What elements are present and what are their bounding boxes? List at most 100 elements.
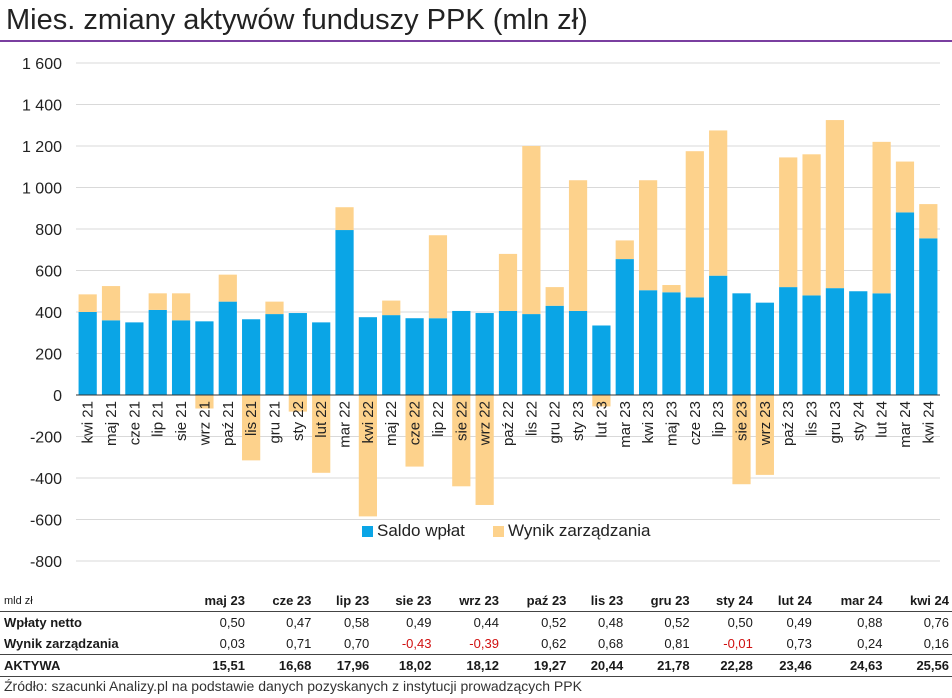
bar-wynik-zarzadzania <box>592 395 611 407</box>
bar-wynik-zarzadzania <box>825 120 845 289</box>
x-tick-label: lut 22 <box>313 401 330 438</box>
x-tick-label: maj 21 <box>103 401 120 446</box>
bar-wynik-zarzadzania <box>452 395 471 487</box>
x-tick-label: mar 24 <box>897 401 914 448</box>
bar-saldo-wplat <box>101 320 121 395</box>
y-tick-label: 400 <box>35 305 62 322</box>
bar-wynik-zarzadzania <box>615 240 634 260</box>
table-cell: 0,88 <box>857 615 883 630</box>
bar-saldo-wplat <box>78 312 97 395</box>
title-underline <box>0 40 952 42</box>
table-cell: 17,96 <box>314 654 373 677</box>
table-column-header: lut 24 <box>755 590 815 612</box>
bar-wynik-zarzadzania <box>639 180 658 291</box>
table-cell: 0,52 <box>664 615 690 630</box>
x-tick-label: gru 21 <box>266 401 283 444</box>
bar-wynik-zarzadzania <box>405 395 424 467</box>
table-cell: 24,63 <box>814 654 886 677</box>
table-cell: 0,16 <box>923 636 949 651</box>
chart-title: Mies. zmiany aktywów funduszy PPK (mln z… <box>6 4 588 36</box>
bar-wynik-zarzadzania <box>382 300 401 316</box>
table-cell: 21,78 <box>626 654 693 677</box>
bar-saldo-wplat <box>358 317 377 395</box>
bar-saldo-wplat <box>475 313 494 395</box>
x-tick-label: sie 22 <box>453 401 470 441</box>
bar-saldo-wplat <box>171 320 191 395</box>
bar-saldo-wplat <box>755 302 774 395</box>
x-tick-label: kwi 24 <box>920 401 937 444</box>
y-tick-label: 0 <box>53 388 62 405</box>
x-tick-label: wrz 22 <box>477 401 494 446</box>
bar-wynik-zarzadzania <box>732 395 751 485</box>
chart-area: -800 -600 -400 -200 0 200 400 600 800 1 000 1 200 1… <box>22 56 940 570</box>
legend-swatch-wynik <box>493 526 504 537</box>
x-tick-label: wrz 23 <box>757 401 774 446</box>
x-tick-label: cze 23 <box>687 401 704 445</box>
table-cell: 0,62 <box>541 636 567 651</box>
table-column-header: maj 23 <box>179 590 248 612</box>
source-note: Źródło: szacunki Analizy.pl na podstawie… <box>4 678 582 694</box>
table-cell: 18,12 <box>434 654 502 677</box>
table-cell: 25,56 <box>885 654 952 677</box>
table-cell: 0,52 <box>541 615 567 630</box>
x-tick-label: paź 23 <box>780 401 797 446</box>
bar-saldo-wplat <box>452 310 471 395</box>
x-tick-label: sty 22 <box>290 401 307 441</box>
bar-wynik-zarzadzania <box>312 395 331 473</box>
x-tick-label: mar 22 <box>337 401 354 448</box>
x-tick-label: wrz 21 <box>196 401 213 446</box>
table-column-header: paź 23 <box>501 590 570 612</box>
table-cell: -0,43 <box>401 636 432 651</box>
bar-saldo-wplat <box>568 310 588 395</box>
bar-wynik-zarzadzania <box>242 395 261 461</box>
table-unit-label: mld zł <box>0 590 180 612</box>
table-cell: 0,49 <box>786 615 812 630</box>
bar-saldo-wplat <box>288 313 307 395</box>
table-column-header: wrz 23 <box>434 590 502 612</box>
y-tick-label: -200 <box>30 430 62 447</box>
table-column-header: sie 23 <box>372 590 435 612</box>
y-tick-label: -600 <box>30 513 62 530</box>
bar-saldo-wplat <box>615 259 634 395</box>
table-column-header: gru 23 <box>626 590 693 612</box>
table-column-header: mar 24 <box>814 590 886 612</box>
x-tick-label: kwi 22 <box>360 401 377 444</box>
table-row: Wynik zarządzania 0,03 0,71 0,70 -0,43 -0,39 0… <box>0 633 952 655</box>
bar-saldo-wplat <box>639 290 658 395</box>
y-tick-label: -400 <box>30 471 62 488</box>
table-column-header: cze 23 <box>247 590 315 612</box>
bar-wynik-zarzadzania <box>498 253 518 311</box>
table-cell: 0,49 <box>406 615 432 630</box>
x-tick-label: lis 23 <box>804 401 821 436</box>
bar-wynik-zarzadzania <box>522 146 541 315</box>
bar-wynik-zarzadzania <box>428 235 448 319</box>
table-cell: 19,27 <box>501 654 570 677</box>
bar-wynik-zarzadzania <box>755 395 774 475</box>
table-cell: 0,44 <box>473 615 499 630</box>
table-column-header: sty 24 <box>692 590 756 612</box>
table-cell: 0,47 <box>286 615 312 630</box>
bar-saldo-wplat <box>382 315 401 395</box>
bar-saldo-wplat <box>779 287 798 395</box>
bar-saldo-wplat <box>405 318 424 395</box>
x-tick-label: lis 22 <box>523 401 540 436</box>
x-tick-label: sie 21 <box>173 401 190 441</box>
bar-saldo-wplat <box>872 293 891 395</box>
bar-saldo-wplat <box>148 309 167 395</box>
x-tick-label: paź 22 <box>500 401 517 446</box>
bar-wynik-zarzadzania <box>685 151 704 298</box>
legend-swatch-saldo <box>362 526 373 537</box>
bar-saldo-wplat <box>709 275 728 395</box>
bar-saldo-wplat <box>428 318 448 395</box>
bar-wynik-zarzadzania <box>218 274 237 302</box>
bar-saldo-wplat <box>895 212 915 395</box>
bar-wynik-zarzadzania <box>335 207 354 231</box>
bar-saldo-wplat <box>522 314 541 395</box>
bar-saldo-wplat <box>685 297 704 395</box>
table-cell: 22,28 <box>692 654 756 677</box>
table-cell: 0,73 <box>786 636 812 651</box>
table-cell: 18,02 <box>372 654 435 677</box>
x-tick-label: sty 24 <box>850 401 867 441</box>
bar-saldo-wplat <box>312 322 331 395</box>
table-cell: -0,01 <box>723 636 753 651</box>
